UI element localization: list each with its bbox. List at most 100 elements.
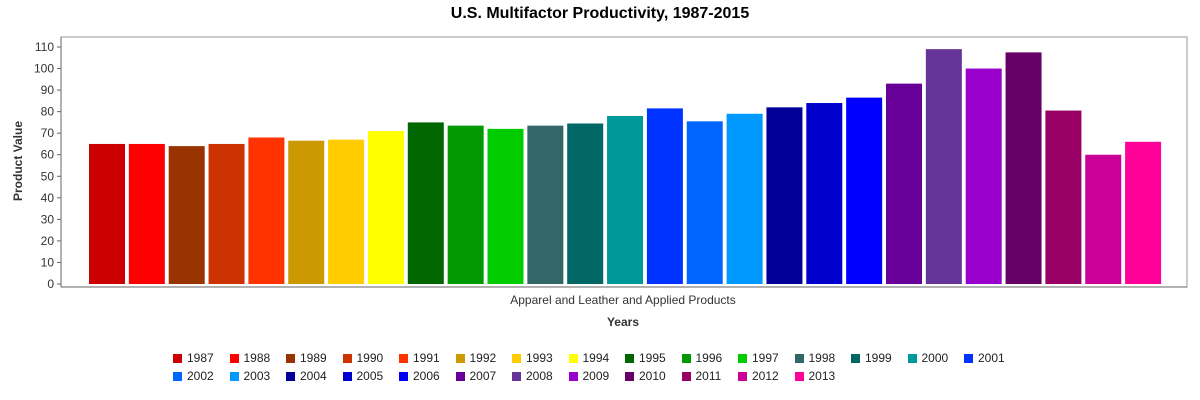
- legend-label: 2013: [808, 369, 836, 383]
- legend-label: 2004: [300, 369, 327, 383]
- legend-item-1998[interactable]: 1998: [794, 351, 852, 365]
- bar-1996: [447, 125, 484, 284]
- legend-item-2011[interactable]: 2011: [681, 369, 739, 383]
- legend-item-2007[interactable]: 2007: [455, 369, 513, 383]
- bar-1990: [208, 143, 245, 284]
- y-tick-label: 50: [41, 169, 55, 183]
- bar-2005: [806, 103, 843, 285]
- legend-label: 1988: [243, 351, 271, 365]
- bar-1995: [407, 122, 444, 284]
- legend-item-1989[interactable]: 1989: [286, 351, 343, 365]
- legend-swatch: [738, 353, 747, 363]
- bar-1997: [487, 128, 524, 284]
- legend-swatch: [173, 371, 182, 381]
- legend-item-1988[interactable]: 1988: [229, 351, 287, 365]
- bar-2002: [686, 121, 723, 284]
- legend-label: 1992: [469, 351, 497, 365]
- legend-swatch: [738, 371, 747, 381]
- bar-2006: [846, 97, 883, 284]
- bar-1987: [89, 143, 125, 284]
- legend-item-1996[interactable]: 1996: [681, 351, 739, 365]
- legend-item-1997[interactable]: 1997: [738, 351, 795, 365]
- bar-1988: [128, 143, 165, 284]
- legend-swatch: [455, 371, 465, 381]
- legend-swatch: [342, 371, 352, 381]
- legend-label: 1997: [752, 351, 779, 365]
- legend-item-1990[interactable]: 1990: [342, 351, 400, 365]
- legend-row: 2002 2003 2004 2005 2006 2007 2008 2009 2010 2011…: [173, 367, 1053, 385]
- x-axis-label: Years: [607, 315, 639, 329]
- bar-2012: [1085, 154, 1122, 284]
- legend-item-1994[interactable]: 1994: [568, 351, 626, 365]
- legend-item-1993[interactable]: 1993: [512, 351, 569, 365]
- legend-item-1987[interactable]: 1987: [173, 351, 230, 365]
- legend-label: 2010: [639, 369, 666, 383]
- legend-item-2008[interactable]: 2008: [512, 369, 569, 383]
- bar-1994: [367, 131, 404, 284]
- bar-2009: [965, 68, 1002, 284]
- legend-label: 1999: [865, 351, 892, 365]
- legend-label: 1996: [695, 351, 723, 365]
- legend-item-2005[interactable]: 2005: [342, 369, 400, 383]
- legend-swatch: [229, 371, 239, 381]
- legend-swatch: [681, 353, 691, 363]
- legend: 1987 1988 1989 1990 1991 1992 1993 1994 1995 1996…: [173, 349, 1053, 385]
- legend-item-1995[interactable]: 1995: [625, 351, 682, 365]
- legend-swatch: [512, 371, 521, 381]
- legend-swatch: [286, 371, 295, 381]
- bar-2004: [766, 107, 803, 284]
- legend-label: 2007: [469, 369, 497, 383]
- legend-item-2000[interactable]: 2000: [907, 351, 965, 365]
- legend-swatch: [625, 353, 634, 363]
- y-tick-label: 40: [41, 191, 55, 205]
- legend-swatch: [568, 371, 578, 381]
- legend-swatch: [286, 353, 295, 363]
- legend-item-1999[interactable]: 1999: [851, 351, 908, 365]
- legend-item-2001[interactable]: 2001: [964, 351, 1021, 365]
- chart-title: U.S. Multifactor Productivity, 1987-2015: [450, 5, 750, 22]
- legend-label: 2011: [695, 369, 722, 383]
- legend-item-2006[interactable]: 2006: [399, 369, 456, 383]
- bar-1991: [248, 137, 285, 284]
- legend-swatch: [625, 371, 634, 381]
- legend-item-2010[interactable]: 2010: [625, 369, 682, 383]
- legend-swatch: [907, 353, 917, 363]
- legend-label: 2005: [356, 369, 384, 383]
- legend-item-2004[interactable]: 2004: [286, 369, 343, 383]
- legend-label: 2003: [243, 369, 271, 383]
- y-tick-label: 10: [41, 255, 55, 269]
- y-tick-label: 80: [41, 105, 55, 119]
- legend-item-2013[interactable]: 2013: [794, 369, 852, 383]
- legend-swatch: [173, 353, 182, 363]
- legend-swatch: [399, 353, 408, 363]
- legend-swatch: [229, 353, 239, 363]
- y-axis-label: Product Value: [11, 121, 25, 201]
- legend-label: 1991: [413, 351, 440, 365]
- legend-label: 1987: [187, 351, 214, 365]
- bars-group: [89, 49, 1162, 285]
- y-tick-label: 90: [41, 83, 55, 97]
- legend-item-2002[interactable]: 2002: [173, 369, 230, 383]
- legend-item-1991[interactable]: 1991: [399, 351, 456, 365]
- legend-swatch: [399, 371, 408, 381]
- legend-label: 1994: [582, 351, 610, 365]
- bar-2001: [646, 108, 683, 285]
- legend-swatch: [794, 353, 804, 363]
- y-tick-label: 20: [41, 234, 55, 248]
- y-tick-label: 60: [41, 148, 55, 162]
- legend-item-2012[interactable]: 2012: [738, 369, 795, 383]
- legend-label: 1993: [526, 351, 553, 365]
- legend-label: 2006: [413, 369, 440, 383]
- bar-1989: [168, 146, 205, 284]
- legend-label: 2009: [582, 369, 610, 383]
- legend-swatch: [455, 353, 465, 363]
- legend-swatch: [794, 371, 804, 381]
- legend-item-1992[interactable]: 1992: [455, 351, 513, 365]
- legend-swatch: [512, 353, 521, 363]
- legend-item-2009[interactable]: 2009: [568, 369, 626, 383]
- bar-2000: [607, 115, 644, 284]
- legend-label: 1990: [356, 351, 384, 365]
- legend-label: 2000: [921, 351, 949, 365]
- legend-item-2003[interactable]: 2003: [229, 369, 287, 383]
- y-tick-label: 30: [41, 212, 55, 226]
